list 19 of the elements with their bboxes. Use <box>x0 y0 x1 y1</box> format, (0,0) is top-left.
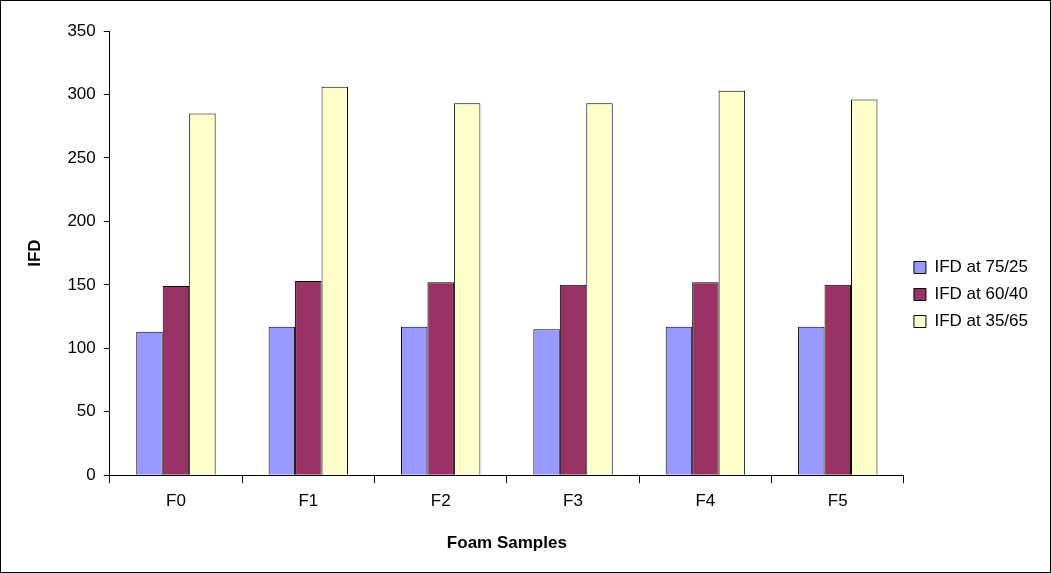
y-tick-label: 150 <box>67 274 96 294</box>
x-tick-label: F4 <box>695 491 716 511</box>
y-tick-label: 50 <box>76 401 96 421</box>
legend-label: IFD at 75/25 <box>934 257 1029 277</box>
y-axis-title: IFD <box>24 239 44 267</box>
x-tick-label: F5 <box>827 491 848 511</box>
y-tick-label: 300 <box>67 84 96 104</box>
y-tick-label: 0 <box>86 464 96 484</box>
legend-label: IFD at 60/40 <box>934 284 1029 304</box>
x-tick-label: F3 <box>563 491 583 511</box>
legend-label: IFD at 35/65 <box>934 311 1029 331</box>
y-tick-label: 100 <box>67 337 96 357</box>
y-tick-label: 350 <box>67 20 96 40</box>
y-tick-label: 200 <box>67 211 96 231</box>
x-tick-label: F1 <box>298 491 319 511</box>
x-tick-label: F2 <box>430 491 451 511</box>
x-tick-label: F0 <box>166 491 186 511</box>
y-tick-label: 250 <box>67 147 96 167</box>
x-axis-title: Foam Samples <box>446 533 567 553</box>
